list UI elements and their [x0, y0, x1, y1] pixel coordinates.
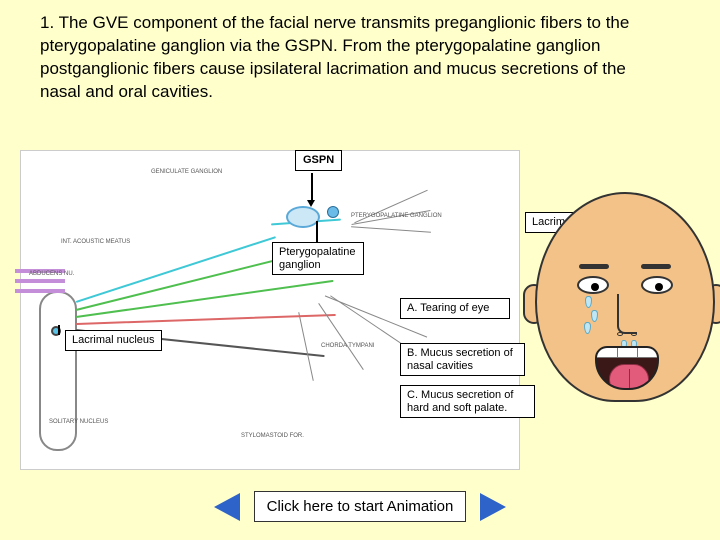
pupil	[655, 283, 663, 291]
branch-fiber	[298, 312, 314, 381]
pointer-line	[58, 325, 60, 335]
head	[535, 192, 715, 402]
slide-description: 1. The GVE component of the facial nerve…	[40, 12, 660, 104]
callout-effect-b: B. Mucus secretion of nasal cavities	[400, 343, 525, 376]
callout-pterygopalatine: Pterygopalatine ganglion	[272, 242, 364, 275]
tiny-label: ABDUCENS NU.	[29, 271, 74, 277]
geniculate-ganglion	[286, 206, 320, 228]
prev-arrow-button[interactable]	[214, 493, 240, 521]
tiny-label: STYLOMASTOID FOR.	[241, 433, 304, 439]
postgang-fiber	[351, 226, 431, 233]
nerve-pink	[76, 314, 336, 325]
arrowhead-icon	[307, 200, 315, 207]
callout-effect-a: A. Tearing of eye	[400, 298, 510, 319]
callout-gspn: GSPN	[295, 150, 342, 171]
nose	[617, 294, 637, 334]
eye-right	[641, 276, 673, 294]
face-illustration	[535, 192, 715, 452]
tiny-label: CHORDA TYMPANI	[321, 343, 374, 349]
callout-lacrimal-nucleus: Lacrimal nucleus	[65, 330, 162, 351]
pterygopalatine-ganglion-dot	[327, 206, 339, 218]
nostril	[631, 332, 637, 336]
eyebrow	[579, 264, 609, 269]
nostril	[617, 332, 623, 336]
next-arrow-button[interactable]	[480, 493, 506, 521]
tiny-label: GENICULATE GANGLION	[151, 169, 222, 175]
brainstem-band	[15, 279, 65, 283]
brainstem-outline	[39, 291, 77, 451]
pointer-line	[316, 221, 318, 243]
eye-left	[577, 276, 609, 294]
teeth	[597, 348, 657, 358]
tongue-fold	[629, 369, 630, 390]
pointer-line	[311, 173, 313, 201]
tiny-label: PTERYGOPALATINE GANGLION	[351, 213, 442, 219]
start-animation-button[interactable]: Click here to start Animation	[254, 491, 467, 522]
callout-effect-c: C. Mucus secretion of hard and soft pala…	[400, 385, 535, 418]
tear-drop	[584, 322, 591, 334]
tongue	[609, 364, 649, 390]
pupil	[591, 283, 599, 291]
mouth	[595, 346, 659, 390]
tiny-label: SOLITARY NUCLEUS	[49, 419, 108, 425]
tear-drop	[585, 296, 592, 308]
animation-controls: Click here to start Animation	[0, 491, 720, 522]
tiny-label: INT. ACOUSTIC MEATUS	[61, 239, 130, 245]
eyebrow	[641, 264, 671, 269]
brainstem-band	[15, 289, 65, 293]
tear-drop	[591, 310, 598, 322]
